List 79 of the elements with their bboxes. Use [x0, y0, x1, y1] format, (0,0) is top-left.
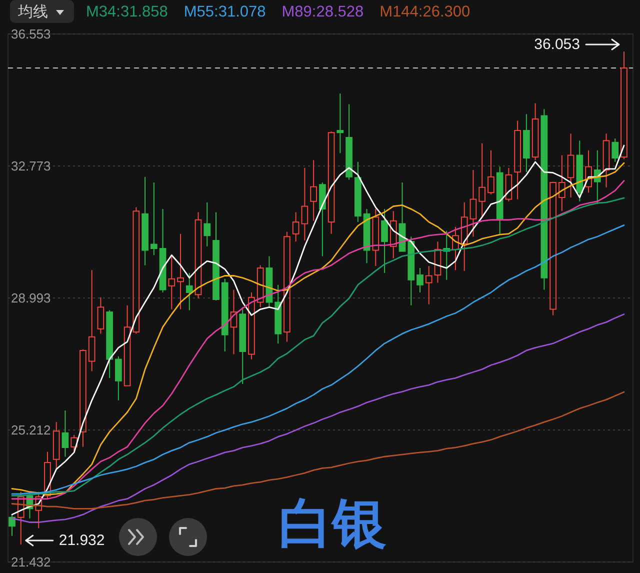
- text: M55:31.078: [184, 4, 266, 20]
- text: M89:28.528: [282, 4, 364, 20]
- candlestick: [381, 208, 388, 274]
- y-tick-label: 28.993: [11, 290, 51, 306]
- candlestick: [460, 202, 468, 272]
- candlestick: [248, 292, 255, 360]
- candlestick: [496, 166, 504, 234]
- candlestick: [70, 434, 78, 452]
- candlestick: [488, 150, 494, 195]
- candlestick: [266, 256, 273, 308]
- candlestick: [523, 114, 530, 173]
- candlestick: [425, 265, 432, 305]
- candlestick: [576, 140, 584, 202]
- candlestick: [230, 289, 238, 355]
- candlestick: [363, 208, 370, 264]
- candlestick: [256, 264, 264, 308]
- candlestick: [372, 208, 380, 266]
- candlestick: [452, 226, 459, 271]
- candlestick: [168, 254, 176, 310]
- candlestick: [319, 182, 326, 257]
- candlestick: [124, 304, 131, 386]
- candlestick: [540, 108, 548, 290]
- text: M34:31.858: [86, 4, 168, 20]
- candlestick: [514, 120, 521, 200]
- candlestick: [106, 310, 113, 379]
- candlestick: [612, 138, 619, 162]
- candlestick: [390, 210, 397, 259]
- candlestick: [470, 169, 477, 238]
- candlestick: [567, 133, 574, 198]
- candlestick: [550, 181, 556, 316]
- y-tick-label: 21.432: [11, 554, 51, 570]
- candlestick: [186, 272, 193, 311]
- candlestick: [558, 154, 566, 212]
- candlestick: [52, 422, 60, 470]
- candlestick: [478, 142, 486, 218]
- y-tick-label: 36.553: [11, 26, 51, 42]
- candlestick: [88, 270, 96, 372]
- candlestick: [239, 306, 246, 384]
- candlestick: [585, 150, 592, 194]
- candlestick: [620, 50, 628, 160]
- text: M144:26.300: [380, 4, 470, 20]
- candlestick: [194, 212, 202, 299]
- candlestick: [284, 231, 290, 342]
- candlestick: [142, 176, 148, 266]
- annotation: 36.053: [534, 36, 580, 53]
- y-tick-label: 25.212: [11, 422, 51, 438]
- candlestick: [212, 212, 220, 302]
- candlestick: [328, 131, 335, 234]
- text: 白银: [278, 494, 386, 554]
- candlestick: [132, 206, 140, 334]
- candlestick: [346, 104, 352, 180]
- candlestick: [292, 212, 300, 242]
- candlestick: [221, 278, 228, 352]
- candlestick: [301, 167, 308, 241]
- candlestick: [159, 208, 166, 293]
- candlestick: [336, 92, 344, 154]
- candlestick: [8, 514, 16, 536]
- candlestick: [44, 451, 51, 500]
- candlestick: [97, 296, 104, 334]
- candlestick: [150, 182, 158, 256]
- button: 均线: [10, 0, 74, 23]
- candlestick: [310, 160, 317, 222]
- candlestick: [416, 268, 424, 293]
- candlestick: [532, 102, 539, 161]
- candlestick: [17, 491, 24, 546]
- candlestick: [354, 161, 362, 222]
- annotation: 21.932: [58, 532, 105, 550]
- candlestick: [177, 233, 184, 310]
- candlestick: [602, 133, 610, 188]
- candlestick: [274, 284, 282, 344]
- candlestick: [115, 356, 122, 401]
- candlestick: [80, 348, 86, 448]
- candlestick: [408, 236, 415, 306]
- candlestick: [434, 241, 442, 284]
- candlestick: [62, 410, 69, 458]
- candlestick: [398, 182, 406, 252]
- candlestick: [505, 167, 512, 202]
- y-tick-label: 32.773: [11, 158, 51, 174]
- candlestick: [204, 202, 211, 247]
